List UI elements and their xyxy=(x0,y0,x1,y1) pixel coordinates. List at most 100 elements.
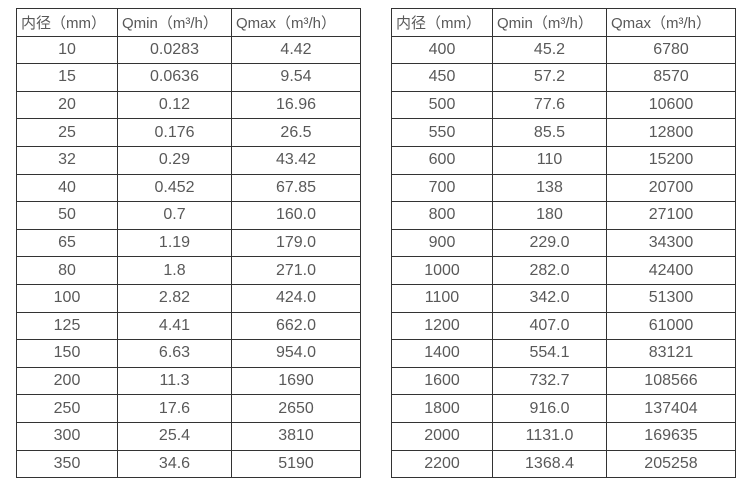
table-row: 100 2.82 424.0 xyxy=(16,283,361,313)
table-cell: 550 xyxy=(391,118,493,147)
table-cell: 0.7 xyxy=(117,201,232,230)
table-cell: 1800 xyxy=(391,394,493,423)
table-cell: 57.2 xyxy=(492,63,607,92)
table-row: 2000 1131.0 169635 xyxy=(391,421,736,451)
table-cell: 1131.0 xyxy=(492,421,607,451)
table-cell: 0.0283 xyxy=(117,35,232,65)
table-row: 20 0.12 16.96 xyxy=(16,90,361,120)
table-cell: 400 xyxy=(391,35,493,65)
table-cell: 20700 xyxy=(606,173,736,203)
table-cell: 61000 xyxy=(606,311,736,341)
column-header: 内径（mm） xyxy=(391,8,493,37)
table-row: 400 45.2 6780 xyxy=(391,35,736,65)
table-cell: 15 xyxy=(16,63,118,92)
table-row: 2200 1368.4 205258 xyxy=(391,449,736,479)
table-cell: 8570 xyxy=(606,63,736,92)
table-header: 内径（mm） Qmin（m³/h） Qmax（m³/h） xyxy=(16,8,361,37)
table-cell: 3810 xyxy=(231,421,361,451)
table-cell: 0.12 xyxy=(117,90,232,120)
table-cell: 100 xyxy=(16,283,118,313)
table-cell: 25.4 xyxy=(117,421,232,451)
table-cell: 0.0636 xyxy=(117,63,232,92)
table-cell: 600 xyxy=(391,145,493,175)
column-header: Qmax（m³/h） xyxy=(231,8,361,37)
table-cell: 27100 xyxy=(606,201,736,230)
table-cell: 180 xyxy=(492,201,607,230)
table-row: 1100 342.0 51300 xyxy=(391,283,736,313)
table-cell: 43.42 xyxy=(231,145,361,175)
table-cell: 80 xyxy=(16,256,118,285)
table-cell: 32 xyxy=(16,145,118,175)
table-body: 10 0.0283 4.42 15 0.0636 9.54 20 0.12 16.96 25 0.1… xyxy=(16,35,361,479)
table-row: 600 110 15200 xyxy=(391,145,736,175)
table-cell: 1400 xyxy=(391,339,493,368)
table-cell: 160.0 xyxy=(231,201,361,230)
flow-spec-table-small-diameters: 内径（mm） Qmin（m³/h） Qmax（m³/h） 10 0.0283 4.42 1… xyxy=(16,8,361,479)
table-cell: 800 xyxy=(391,201,493,230)
table-cell: 5190 xyxy=(231,449,361,479)
table-row: 50 0.7 160.0 xyxy=(16,201,361,230)
table-cell: 350 xyxy=(16,449,118,479)
column-header: Qmin（m³/h） xyxy=(117,8,232,37)
table-row: 32 0.29 43.42 xyxy=(16,145,361,175)
table-row: 1800 916.0 137404 xyxy=(391,394,736,423)
table-cell: 342.0 xyxy=(492,283,607,313)
table-cell: 65 xyxy=(16,228,118,258)
table-cell: 45.2 xyxy=(492,35,607,65)
table-cell: 85.5 xyxy=(492,118,607,147)
table-cell: 150 xyxy=(16,339,118,368)
table-cell: 11.3 xyxy=(117,366,232,396)
table-cell: 125 xyxy=(16,311,118,341)
table-cell: 1000 xyxy=(391,256,493,285)
table-cell: 271.0 xyxy=(231,256,361,285)
header-row: 内径（mm） Qmin（m³/h） Qmax（m³/h） xyxy=(391,8,736,37)
table-cell: 16.96 xyxy=(231,90,361,120)
header-row: 内径（mm） Qmin（m³/h） Qmax（m³/h） xyxy=(16,8,361,37)
table-row: 80 1.8 271.0 xyxy=(16,256,361,285)
table-row: 350 34.6 5190 xyxy=(16,449,361,479)
table-header: 内径（mm） Qmin（m³/h） Qmax（m³/h） xyxy=(391,8,736,37)
table-cell: 229.0 xyxy=(492,228,607,258)
table-cell: 424.0 xyxy=(231,283,361,313)
table-body: 400 45.2 6780 450 57.2 8570 500 77.6 10600 550 85.… xyxy=(391,35,736,479)
table-row: 1200 407.0 61000 xyxy=(391,311,736,341)
table-cell: 0.176 xyxy=(117,118,232,147)
table-cell: 900 xyxy=(391,228,493,258)
table-cell: 450 xyxy=(391,63,493,92)
table-cell: 1200 xyxy=(391,311,493,341)
table-cell: 67.85 xyxy=(231,173,361,203)
table-cell: 15200 xyxy=(606,145,736,175)
table-row: 800 180 27100 xyxy=(391,201,736,230)
table-cell: 205258 xyxy=(606,449,736,479)
table-cell: 1.19 xyxy=(117,228,232,258)
table-cell: 554.1 xyxy=(492,339,607,368)
table-cell: 1600 xyxy=(391,366,493,396)
table-cell: 20 xyxy=(16,90,118,120)
table-row: 15 0.0636 9.54 xyxy=(16,63,361,92)
table-cell: 138 xyxy=(492,173,607,203)
table-row: 1400 554.1 83121 xyxy=(391,339,736,368)
table-row: 450 57.2 8570 xyxy=(391,63,736,92)
table-cell: 9.54 xyxy=(231,63,361,92)
table-row: 250 17.6 2650 xyxy=(16,394,361,423)
table-row: 150 6.63 954.0 xyxy=(16,339,361,368)
table-row: 1600 732.7 108566 xyxy=(391,366,736,396)
table-cell: 25 xyxy=(16,118,118,147)
table-cell: 34300 xyxy=(606,228,736,258)
table-cell: 954.0 xyxy=(231,339,361,368)
table-cell: 4.41 xyxy=(117,311,232,341)
table-row: 125 4.41 662.0 xyxy=(16,311,361,341)
table-row: 550 85.5 12800 xyxy=(391,118,736,147)
table-row: 25 0.176 26.5 xyxy=(16,118,361,147)
table-cell: 662.0 xyxy=(231,311,361,341)
table-cell: 2000 xyxy=(391,421,493,451)
table-cell: 0.452 xyxy=(117,173,232,203)
table-cell: 2.82 xyxy=(117,283,232,313)
table-cell: 4.42 xyxy=(231,35,361,65)
table-cell: 40 xyxy=(16,173,118,203)
table-cell: 12800 xyxy=(606,118,736,147)
table-cell: 1690 xyxy=(231,366,361,396)
table-row: 65 1.19 179.0 xyxy=(16,228,361,258)
column-header: Qmax（m³/h） xyxy=(606,8,736,37)
table-cell: 407.0 xyxy=(492,311,607,341)
